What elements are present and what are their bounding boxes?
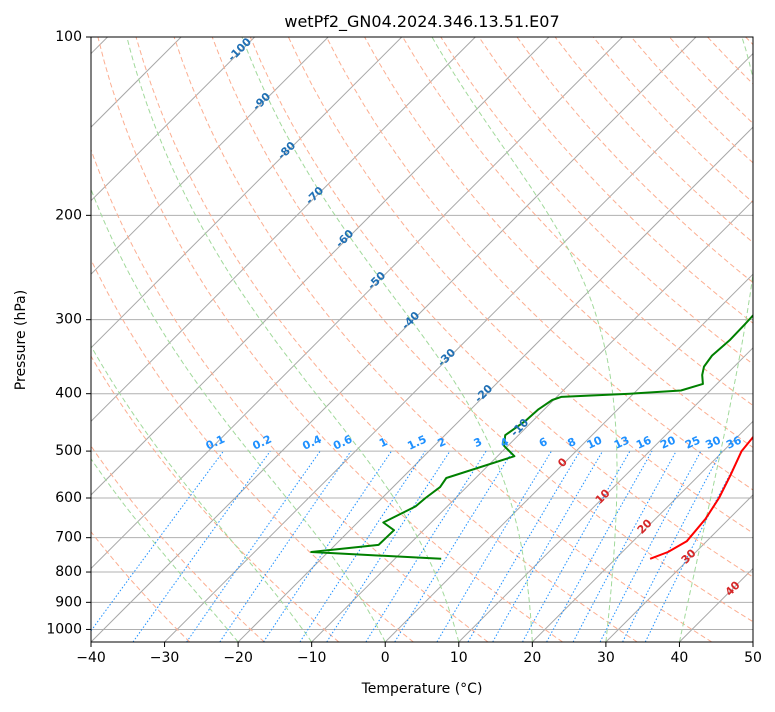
- mixing-ratio-line: [468, 451, 580, 642]
- dry-adiabat-line: [555, 37, 775, 642]
- isotherm-line: [532, 37, 775, 642]
- y-tick-label: 800: [55, 564, 82, 580]
- moist-adiabat-label: 20: [635, 516, 655, 536]
- mixing-ratio-label: 4: [498, 435, 511, 450]
- y-tick-label: 900: [55, 594, 82, 610]
- x-tick-label: 30: [597, 650, 615, 666]
- mixing-ratio-label: 16: [634, 433, 654, 451]
- mixing-ratio-label: 36: [724, 433, 744, 451]
- x-tick-label: 0: [381, 650, 390, 666]
- dry-adiabat-line: [0, 37, 339, 642]
- y-tick-label: 200: [55, 207, 82, 223]
- mixing-ratio-line: [395, 451, 513, 642]
- x-tick-label: −30: [150, 650, 180, 666]
- dry-adiabat-line: [365, 37, 775, 642]
- x-tick-label: −40: [76, 650, 106, 666]
- dry-adiabat-label: -30: [435, 346, 458, 369]
- dewpoint-trace: [311, 37, 775, 559]
- mixing-ratio-label: 13: [612, 434, 631, 452]
- series-layer: [311, 37, 775, 559]
- y-tick-label: 600: [55, 490, 82, 506]
- mixing-ratio-line: [133, 451, 270, 642]
- mixing-ratio-label: 1: [377, 435, 389, 450]
- mixing-ratio-label: 3: [472, 435, 484, 450]
- dry-adiabat-label: -80: [275, 139, 298, 162]
- dry-adiabat-label: -20: [472, 382, 495, 405]
- mixing-ratio-label: 20: [658, 433, 678, 451]
- moist-adiabat-line: [0, 37, 238, 642]
- moist-adiabat-line: [127, 37, 459, 642]
- mixing-ratio-label: 6: [537, 435, 550, 450]
- plot-frame: [91, 37, 753, 642]
- y-tick-label: 700: [55, 530, 82, 546]
- dry-adiabat-line: [136, 37, 637, 642]
- mixing-ratio-label: 30: [703, 433, 723, 451]
- dry-adiabat-line: [517, 37, 775, 642]
- isotherm-line: [0, 37, 402, 642]
- temperature-trace: [650, 37, 775, 559]
- isotherm-line: [459, 37, 775, 642]
- isotherm-line: [753, 37, 775, 642]
- dry-adiabat-line: [60, 37, 488, 642]
- mixing-ratio-line: [220, 451, 351, 642]
- mixing-ratio-line: [623, 451, 722, 642]
- moist-adiabat-line: [242, 37, 532, 642]
- isotherm-line: [312, 37, 775, 642]
- mixing-ratio-label: 0.4: [300, 432, 323, 452]
- dry-adiabat-label: -50: [365, 269, 388, 292]
- isotherm-line: [0, 37, 255, 642]
- grid-layer: [0, 37, 775, 642]
- mixing-ratio-line: [573, 451, 676, 642]
- mixing-ratio-label: 25: [683, 434, 702, 452]
- isotherm-line: [385, 37, 775, 642]
- dry-adiabat-line: [0, 37, 264, 642]
- dry-adiabat-label: -60: [333, 227, 356, 250]
- mixing-ratio-label: 0.2: [251, 433, 274, 453]
- mixing-ratio-label: 0.6: [331, 432, 354, 452]
- dry-adiabat-line: [22, 37, 414, 642]
- mixing-ratio-line: [523, 451, 631, 642]
- x-tick-label: 10: [450, 650, 468, 666]
- x-tick-label: 50: [744, 650, 762, 666]
- x-axis-label: Temperature (°C): [361, 681, 483, 697]
- mixing-ratio-line: [547, 451, 652, 642]
- dry-adiabat-label: -40: [399, 309, 422, 332]
- moist-adiabat-label: 0: [555, 455, 570, 470]
- mixing-ratio-line: [600, 451, 701, 642]
- x-tick-label: 40: [671, 650, 689, 666]
- y-tick-label: 100: [55, 29, 82, 45]
- mixing-ratio-label: 1.5: [405, 433, 428, 453]
- dry-adiabat-line: [708, 37, 775, 642]
- y-tick-label: 400: [55, 386, 82, 402]
- mixing-ratio-line: [327, 451, 450, 642]
- dry-adiabat-line: [746, 37, 775, 642]
- isotherm-line: [165, 37, 770, 642]
- moist-adiabat-label: 10: [593, 486, 613, 506]
- x-tick-label: 20: [523, 650, 541, 666]
- mixing-ratio-label: 2: [436, 435, 448, 450]
- x-tick-label: −10: [297, 650, 327, 666]
- dry-adiabat-label: -70: [303, 184, 326, 207]
- dry-adiabat-label: -90: [250, 90, 273, 113]
- y-axis-label: Pressure (hPa): [13, 290, 29, 390]
- dry-adiabat-label: -100: [225, 35, 254, 64]
- chart-title: wetPf2_GN04.2024.346.13.51.E07: [284, 12, 559, 32]
- y-tick-label: 500: [55, 443, 82, 459]
- mixing-ratio-label: 8: [566, 435, 578, 450]
- isotherm-line: [91, 37, 696, 642]
- y-tick-label: 1000: [46, 621, 82, 637]
- y-tick-label: 300: [55, 312, 82, 328]
- x-tick-label: −20: [223, 650, 253, 666]
- mixing-ratio-label: 10: [585, 433, 605, 451]
